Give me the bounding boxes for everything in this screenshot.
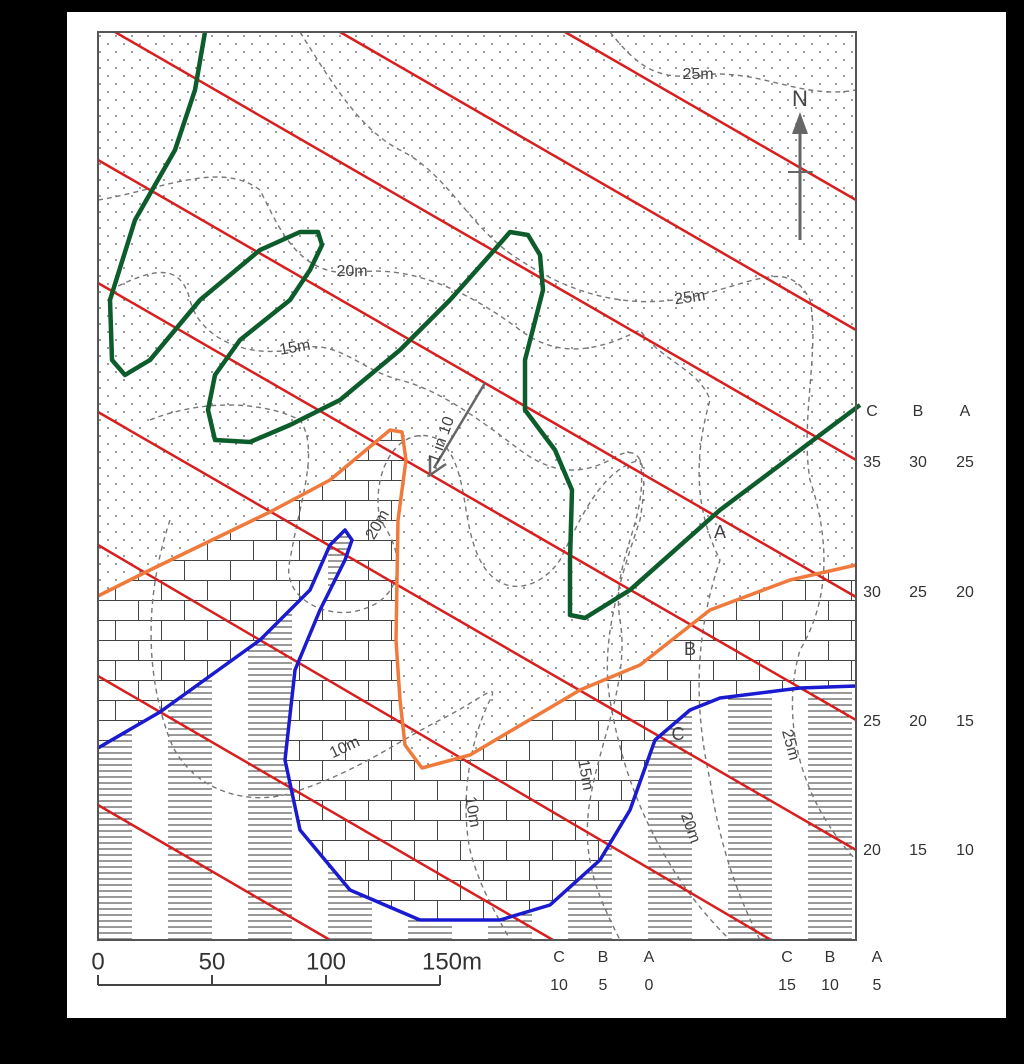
strike-line (114, 30, 857, 462)
key-header: A (960, 403, 971, 420)
point-label: B (684, 639, 696, 659)
strike-line (97, 803, 331, 942)
contour-label: 25m (682, 66, 713, 83)
contours (97, 31, 857, 941)
outcrop-boundary (107, 31, 862, 621)
point-label: C (672, 724, 685, 744)
contour-label: 25m (673, 287, 706, 308)
north-arrow-head (792, 112, 808, 134)
key-value: 10 (821, 977, 839, 994)
map-frame (97, 31, 857, 941)
bottom-keys: C B A 10 5 0 C B A 15 10 5 (550, 949, 883, 994)
contour-label: 15m (278, 337, 312, 359)
contour-label: 15m (574, 758, 596, 792)
key-value: 20 (863, 842, 881, 859)
limestone-region (98, 430, 856, 920)
key-value: 35 (863, 454, 881, 471)
outcrop-boundary (97, 428, 857, 770)
strike-line (339, 30, 857, 332)
contour-line (149, 404, 643, 941)
north-label: N (792, 86, 808, 111)
key-value: 30 (863, 584, 881, 601)
key-value: 25 (863, 713, 881, 730)
point-label: A (714, 522, 726, 542)
key-value: 30 (909, 454, 927, 471)
key-value: 10 (956, 842, 974, 859)
strike-line (97, 410, 857, 852)
contour-label: 20m (336, 263, 367, 280)
key-value: 25 (956, 454, 974, 471)
key-header: B (913, 403, 924, 420)
key-value: 15 (909, 842, 927, 859)
key-value: 0 (645, 977, 654, 994)
contour-line (109, 271, 731, 941)
key-value: 5 (599, 977, 608, 994)
key-header: C (553, 949, 565, 966)
key-header: A (644, 949, 655, 966)
key-value: 25 (909, 584, 927, 601)
dotted-region (98, 32, 856, 768)
gradient-arrow-shaft (432, 382, 487, 469)
outcrop-boundary (97, 528, 857, 922)
shale-region (98, 530, 856, 940)
scale-bar: 0 50 100 150m (91, 948, 482, 986)
key-header: C (781, 949, 793, 966)
outcrop-points: A B C (672, 522, 727, 744)
contour-line (609, 31, 857, 93)
scale-label: 0 (91, 948, 104, 975)
key-value: 20 (909, 713, 927, 730)
strike-line (97, 543, 772, 942)
strike-line (97, 281, 857, 722)
key-value: 10 (550, 977, 568, 994)
contour-label: 10m (461, 795, 483, 829)
scale-label: 150m (422, 948, 482, 975)
scale-label: 50 (199, 948, 226, 975)
key-header: C (866, 403, 878, 420)
key-header: A (872, 949, 883, 966)
scale-label: 100 (306, 948, 346, 975)
key-value: 5 (873, 977, 882, 994)
strike-line (97, 674, 554, 942)
key-header: B (598, 949, 609, 966)
key-value: 20 (956, 584, 974, 601)
strike-line (97, 158, 857, 599)
north-arrow: N (788, 86, 812, 240)
key-header: B (825, 949, 836, 966)
right-key: C B A 35 30 25 30 25 20 25 20 15 20 15 10 (863, 403, 974, 859)
gradient-arrow-head (428, 456, 447, 478)
key-value: 15 (956, 713, 974, 730)
key-value: 15 (778, 977, 796, 994)
